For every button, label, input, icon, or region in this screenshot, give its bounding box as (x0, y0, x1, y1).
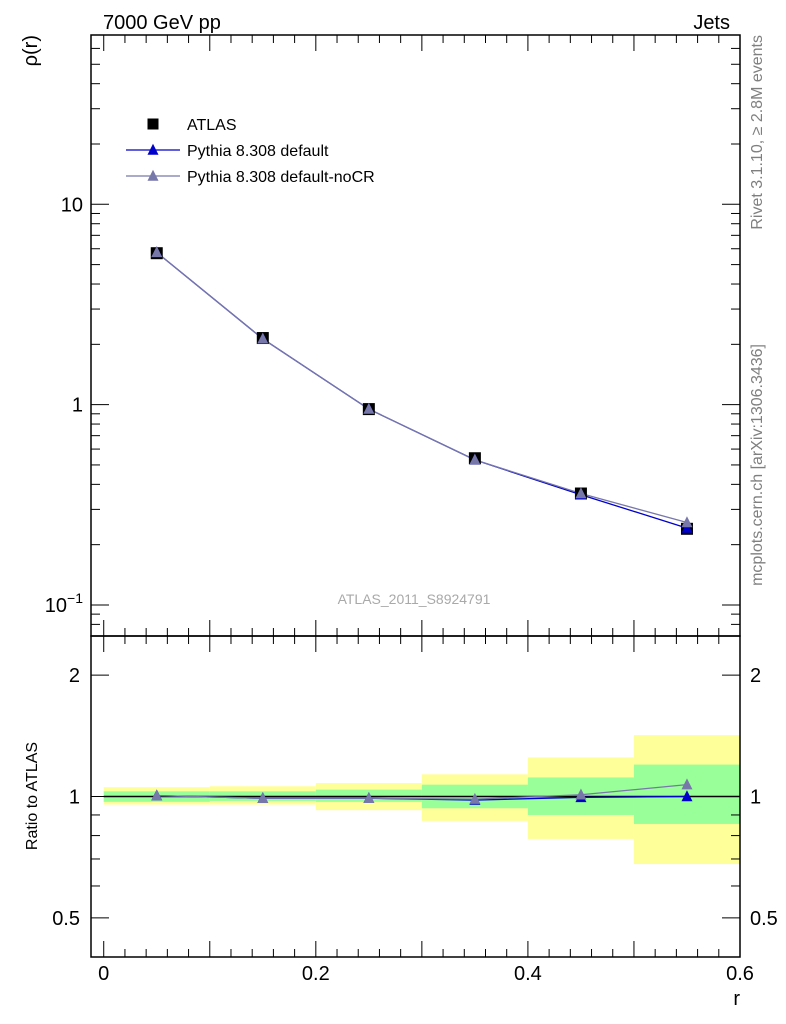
ratio-y-tick-label: 2 (69, 665, 80, 687)
ratio-y-tick-label-right: 0.5 (750, 908, 778, 930)
marker-triangle (469, 453, 481, 465)
x-tick-label: 0.6 (726, 963, 754, 985)
marker-triangle (469, 792, 481, 804)
header-left: 7000 GeV pp (103, 12, 221, 34)
ratio-y-tick-label-right: 2 (750, 665, 761, 687)
analysis-watermark: ATLAS_2011_S8924791 (338, 591, 491, 607)
marker-triangle (151, 789, 163, 801)
legend-label: ATLAS (187, 117, 237, 134)
main-data-points (150, 246, 693, 535)
x-tick-label: 0.4 (514, 963, 542, 985)
header-right: Jets (693, 12, 730, 34)
y-tick-label: 10 (61, 194, 83, 216)
main-series-lines (156, 251, 688, 529)
marker-square (147, 118, 159, 130)
marker-triangle (363, 791, 375, 803)
marker-triangle (575, 788, 587, 800)
ratio-data-points (151, 778, 693, 805)
ratio-y-tick-label-right: 1 (750, 787, 761, 809)
legend-label: Pythia 8.308 default (187, 143, 329, 160)
main-panel: 10 1 10−1 ρ(r) ATLAS_2011_S8924791 ATLAS Py… (20, 34, 741, 637)
marker-triangle (363, 402, 375, 414)
marker-triangle (681, 790, 693, 802)
ratio-panel: 2 2 1 1 0.5 0.5 0 0.2 0.4 0.6 Ratio to ATLAS r (24, 635, 778, 1010)
marker-triangle (681, 521, 693, 533)
marker-triangle (257, 332, 269, 344)
marker-triangle (681, 778, 693, 790)
marker-triangle (681, 516, 693, 528)
marker-triangle (151, 246, 163, 258)
series-line (156, 251, 688, 524)
marker-triangle (257, 791, 269, 803)
series-line (156, 251, 688, 529)
side-text-rivet: Rivet 3.1.10, ≥ 2.8M events (749, 35, 766, 230)
x-tick-label: 0.2 (302, 963, 330, 985)
x-tick-label: 0 (98, 963, 109, 985)
marker-triangle (575, 487, 587, 499)
marker-triangle (147, 143, 159, 155)
ratio-frame (90, 635, 741, 958)
y-tick-label: 1 (72, 395, 83, 417)
x-axis-label: r (733, 988, 740, 1010)
y-tick-label: 10−1 (45, 590, 83, 617)
ratio-series-lines (156, 784, 688, 801)
ratio-y-tick-label: 1 (69, 787, 80, 809)
side-text-mcplots: mcplots.cern.ch [arXiv:1306.3436] (749, 344, 766, 586)
legend-label: Pythia 8.308 default-noCR (187, 169, 375, 186)
ratio-y-axis-label: Ratio to ATLAS (24, 742, 41, 850)
main-y-axis-label: ρ(r) (20, 35, 42, 66)
ratio-ticks: 2 2 1 1 0.5 0.5 0 0.2 0.4 0.6 (52, 636, 778, 985)
ratio-y-tick-label: 0.5 (52, 908, 80, 930)
legend: ATLAS Pythia 8.308 default Pythia 8.308 de… (126, 117, 375, 186)
ratio-series-line (156, 784, 688, 800)
marker-triangle (147, 169, 159, 181)
